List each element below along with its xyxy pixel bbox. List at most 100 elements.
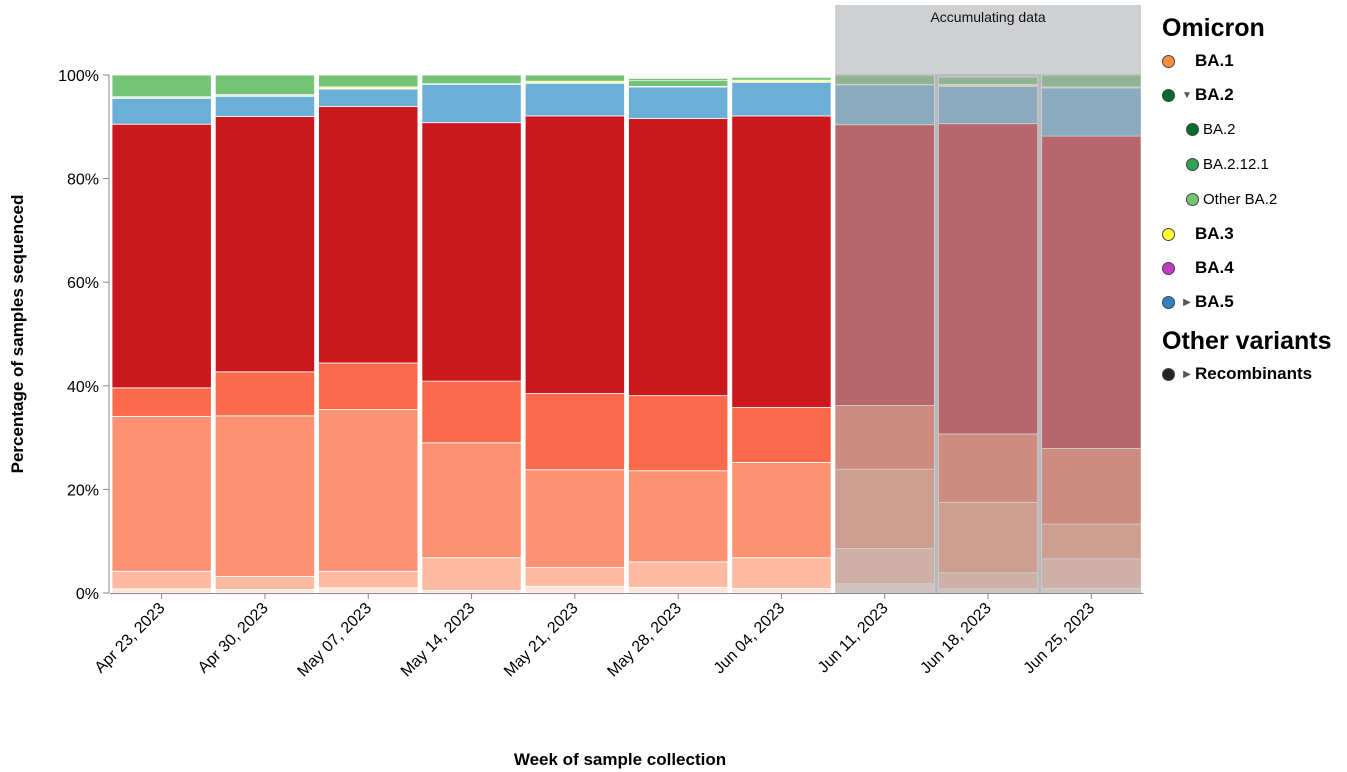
caret-right-icon[interactable]: ▶ bbox=[1183, 296, 1191, 308]
bar-segment[interactable] bbox=[524, 393, 625, 471]
bar-segment[interactable] bbox=[111, 387, 212, 417]
y-tick-label: 60% bbox=[67, 275, 99, 292]
ba1-swatch-icon bbox=[1162, 54, 1175, 68]
bar-segment[interactable] bbox=[421, 442, 522, 559]
bar-segment[interactable] bbox=[318, 74, 419, 88]
ba2-sub-swatch-icon bbox=[1186, 123, 1199, 136]
legend-heading-other-variants: Other variants bbox=[1162, 327, 1332, 355]
bar-segment[interactable] bbox=[524, 82, 625, 117]
bar-segment[interactable] bbox=[731, 81, 832, 117]
ba3-swatch-icon bbox=[1162, 227, 1175, 241]
bar-segment[interactable] bbox=[524, 74, 625, 82]
legend-item-label: BA.4 bbox=[1195, 258, 1234, 277]
ba2-12-1-swatch-icon bbox=[1186, 158, 1199, 171]
bar-segment[interactable] bbox=[628, 561, 729, 588]
bar-segment[interactable] bbox=[421, 74, 522, 85]
y-tick-label: 0% bbox=[76, 586, 99, 603]
x-tick-label: Jun 25, 2023 bbox=[1021, 600, 1099, 678]
x-tick-label: May 14, 2023 bbox=[398, 600, 479, 681]
bar-segment[interactable] bbox=[731, 587, 832, 594]
bar-segment[interactable] bbox=[318, 88, 419, 107]
bar-segment[interactable] bbox=[214, 371, 316, 417]
legend-item-label: Recombinants bbox=[1195, 364, 1313, 383]
bar-segment[interactable] bbox=[421, 557, 522, 591]
bar-segment[interactable] bbox=[731, 76, 832, 78]
bar-segment[interactable] bbox=[731, 557, 832, 589]
bar-segment[interactable] bbox=[421, 122, 522, 382]
bar-segment[interactable] bbox=[628, 118, 729, 397]
bar-segment[interactable] bbox=[111, 570, 212, 590]
bar-segment[interactable] bbox=[318, 106, 419, 364]
legend-item-label: BA.3 bbox=[1195, 224, 1234, 243]
legend-item-label: BA.2.12.1 bbox=[1203, 156, 1269, 173]
bar-segment[interactable] bbox=[421, 83, 522, 124]
x-tick-label: Jun 11, 2023 bbox=[815, 600, 892, 677]
legend: Omicron BA.1 ▼ BA.2 BA.2 BA.2.12.1 Other… bbox=[1162, 12, 1342, 391]
x-tick-label: Apr 23, 2023 bbox=[92, 600, 169, 677]
y-tick-label: 20% bbox=[67, 482, 99, 499]
legend-item-ba2-sub[interactable]: BA.2 bbox=[1162, 112, 1342, 147]
x-axis-title: Week of sample collection bbox=[514, 750, 726, 769]
legend-heading-omicron: Omicron bbox=[1162, 14, 1265, 42]
x-tick-label: May 07, 2023 bbox=[295, 600, 376, 681]
bar-segment[interactable] bbox=[214, 116, 316, 373]
accumulating-data-overlay bbox=[835, 74, 1141, 593]
bar-segment[interactable] bbox=[111, 588, 212, 594]
bar-segment[interactable] bbox=[214, 415, 316, 577]
bar-segment[interactable] bbox=[731, 407, 832, 463]
y-axis-title: Percentage of samples sequenced bbox=[8, 195, 27, 474]
legend-item-ba1[interactable]: BA.1 bbox=[1162, 44, 1342, 78]
caret-down-icon[interactable]: ▼ bbox=[1182, 89, 1192, 101]
x-tick-label: Jun 04, 2023 bbox=[711, 600, 789, 678]
bar-segment[interactable] bbox=[111, 123, 212, 389]
recombinants-swatch-icon bbox=[1162, 367, 1175, 381]
legend-item-ba4[interactable]: BA.4 bbox=[1162, 251, 1342, 285]
bar-segment[interactable] bbox=[524, 115, 625, 394]
accumulating-data-veil bbox=[835, 74, 1141, 593]
legend-item-ba2[interactable]: ▼ BA.2 bbox=[1162, 78, 1342, 112]
bar-segment[interactable] bbox=[214, 95, 316, 117]
ba2-swatch-icon bbox=[1162, 88, 1175, 102]
legend-item-ba2-12-1[interactable]: BA.2.12.1 bbox=[1162, 147, 1342, 182]
x-tick-label: Jun 18, 2023 bbox=[917, 600, 995, 678]
y-axis: 0% 20% 40% 60% 80% 100% bbox=[58, 68, 110, 603]
y-tick-label: 40% bbox=[67, 379, 99, 396]
bar-segment[interactable] bbox=[628, 395, 729, 472]
caret-right-icon[interactable]: ▶ bbox=[1183, 368, 1191, 380]
bar-segment[interactable] bbox=[628, 586, 729, 594]
bar-segment[interactable] bbox=[214, 576, 316, 590]
bar-segment[interactable] bbox=[214, 74, 316, 96]
bar-segment[interactable] bbox=[524, 469, 625, 569]
bar-segment[interactable] bbox=[111, 97, 212, 125]
bar-segment[interactable] bbox=[731, 115, 832, 408]
bar-segment[interactable] bbox=[628, 470, 729, 563]
bar-segment[interactable] bbox=[111, 415, 212, 572]
accumulating-data-label: Accumulating data bbox=[930, 9, 1045, 25]
bar-segment[interactable] bbox=[214, 588, 316, 594]
legend-item-label: Other BA.2 bbox=[1203, 191, 1278, 208]
bar-segment[interactable] bbox=[628, 79, 729, 87]
legend-item-label: BA.1 bbox=[1195, 51, 1234, 70]
bar-segment[interactable] bbox=[731, 462, 832, 559]
bar-segment[interactable] bbox=[524, 567, 625, 587]
legend-item-label: BA.2 bbox=[1195, 85, 1234, 104]
bar-segment[interactable] bbox=[524, 585, 625, 594]
bar-segment[interactable] bbox=[628, 77, 729, 80]
bar-segment[interactable] bbox=[111, 74, 212, 98]
legend-item-label: BA.5 bbox=[1195, 292, 1234, 311]
bar-segment[interactable] bbox=[628, 86, 729, 119]
legend-item-recombinants[interactable]: ▶ Recombinants bbox=[1162, 357, 1342, 391]
y-tick-label: 100% bbox=[58, 68, 99, 85]
bar-segment[interactable] bbox=[318, 409, 419, 572]
stacked-bar-chart: Accumulating data 0% 20% 40% 60% 80% 100% Apr… bbox=[8, 5, 1143, 769]
bar-segment[interactable] bbox=[421, 380, 522, 444]
bar-segment[interactable] bbox=[318, 587, 419, 594]
legend-item-ba5[interactable]: ▶ BA.5 bbox=[1162, 285, 1342, 319]
bar-segment[interactable] bbox=[318, 570, 419, 589]
bar-segment[interactable] bbox=[318, 362, 419, 411]
legend-item-ba3[interactable]: BA.3 bbox=[1162, 217, 1342, 251]
x-tick-label: Apr 30, 2023 bbox=[195, 600, 272, 677]
legend-item-other-ba2[interactable]: Other BA.2 bbox=[1162, 182, 1342, 217]
legend-item-label: BA.2 bbox=[1203, 121, 1236, 138]
x-axis: Apr 23, 2023 Apr 30, 2023 May 07, 2023 May … bbox=[92, 593, 1143, 680]
